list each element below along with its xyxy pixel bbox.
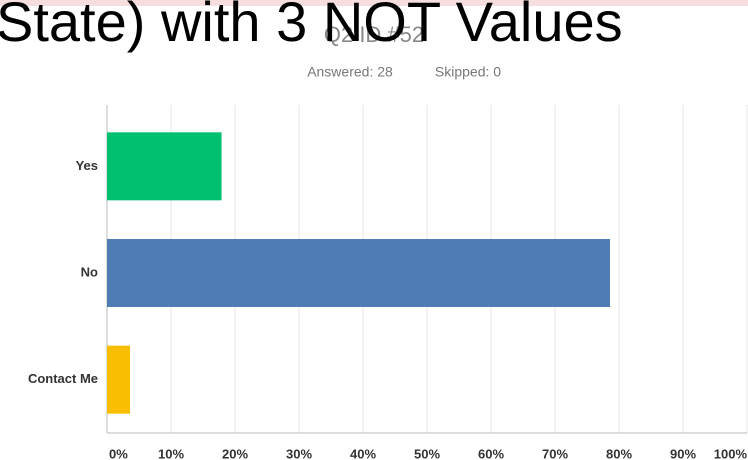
bar [107, 132, 222, 201]
x-tick-label: 70% [542, 446, 568, 460]
x-tick-label: 90% [670, 446, 696, 460]
chart-title: Q2 ID #52 [324, 22, 424, 47]
bar [107, 239, 611, 307]
x-tick-label: 60% [478, 446, 504, 460]
x-tick-label: 50% [414, 446, 440, 460]
x-tick-label: 20% [222, 446, 248, 460]
y-tick-label: Contact Me [28, 371, 98, 386]
x-tick-label: 80% [606, 446, 632, 460]
x-tick-label: 40% [350, 446, 376, 460]
y-tick-label: Yes [76, 158, 98, 173]
answered: Answered: 28 [307, 64, 393, 80]
y-tick-label: No [81, 264, 98, 279]
x-tick-label: 30% [286, 446, 312, 460]
bar [107, 345, 131, 414]
x-tick-label: 0% [109, 446, 128, 460]
skipped: Skipped: 0 [435, 64, 501, 80]
x-tick-label: 100% [714, 446, 748, 460]
slide-strip [0, 0, 748, 6]
slide-title: State) with 3 NOT Values [0, 0, 623, 53]
x-tick-label: 10% [158, 446, 184, 460]
